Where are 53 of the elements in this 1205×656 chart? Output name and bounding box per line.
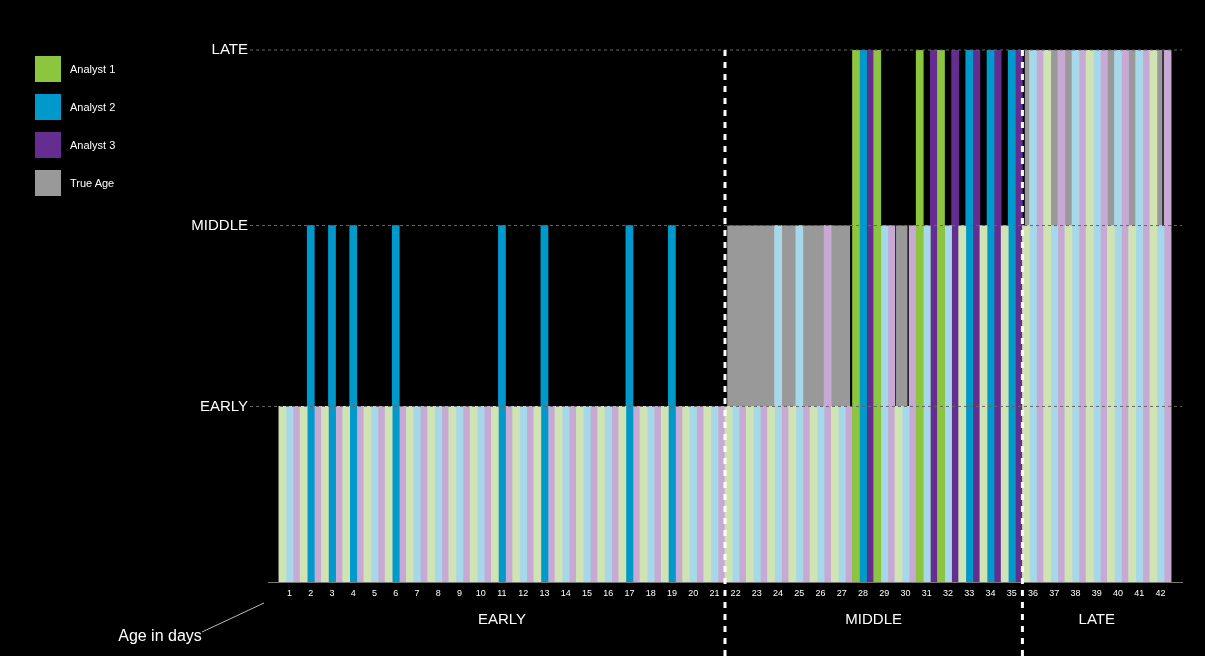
x-tick-label: 40 (1113, 587, 1124, 598)
x-tick-label: 39 (1091, 587, 1102, 598)
x-tick-label: 29 (879, 587, 890, 598)
x-tick-label: 11 (497, 587, 507, 598)
x-tick-label: 17 (624, 587, 635, 598)
x-tick-label: 33 (964, 587, 975, 598)
text: Age in days (118, 627, 202, 645)
legend-label: Analyst 1 (70, 63, 116, 75)
x-tick-label: 6 (393, 587, 399, 598)
x-tick-label: 8 (435, 587, 441, 598)
x-tick-label: 14 (560, 587, 571, 598)
x-tick-label: 25 (794, 587, 805, 598)
x-tick-label: 13 (539, 587, 550, 598)
text: LATE (1078, 610, 1115, 628)
x-tick-label: 41 (1134, 587, 1145, 598)
legend-label: Analyst 2 (70, 101, 116, 113)
x-tick-label: 23 (751, 587, 762, 598)
x-tick-label: 35 (1006, 587, 1017, 598)
ref-line-label: MIDDLE (191, 215, 248, 233)
x-tick-label: 28 (858, 587, 869, 598)
x-tick-label: 21 (709, 587, 720, 598)
x-tick-label: 16 (603, 587, 614, 598)
legend-label: Analyst 3 (70, 139, 116, 151)
x-tick-label: 38 (1070, 587, 1081, 598)
x-tick-label: 37 (1049, 587, 1060, 598)
x-tick-label: 32 (943, 587, 954, 598)
text: EARLY (477, 610, 526, 628)
x-tick-label: 18 (645, 587, 656, 598)
x-tick-label: 2 (308, 587, 314, 598)
ref-line-label: LATE (211, 40, 248, 58)
x-tick-label: 12 (518, 587, 529, 598)
x-tick-label: 4 (350, 587, 356, 598)
x-tick-label: 20 (688, 587, 699, 598)
text: MIDDLE (845, 610, 903, 628)
x-tick-label: 19 (666, 587, 677, 598)
legend-label: True Age (70, 177, 115, 189)
x-tick-label: 24 (773, 587, 784, 598)
x-tick-label: 27 (836, 587, 847, 598)
x-tick-label: 22 (730, 587, 741, 598)
x-tick-label: 15 (581, 587, 592, 598)
x-tick-label: 3 (329, 587, 335, 598)
x-tick-label: 36 (1028, 587, 1039, 598)
x-tick-label: 9 (456, 587, 462, 598)
x-tick-label: 42 (1155, 587, 1166, 598)
x-tick-label: 34 (985, 587, 996, 598)
x-tick-label: 26 (815, 587, 826, 598)
x-tick-label: 7 (414, 587, 420, 598)
x-tick-label: 30 (900, 587, 911, 598)
x-tick-label: 31 (921, 587, 932, 598)
x-tick-label: 5 (371, 587, 377, 598)
x-tick-label: 10 (475, 587, 486, 598)
ref-line-label: EARLY (199, 396, 248, 414)
x-tick-label: 1 (287, 587, 293, 598)
